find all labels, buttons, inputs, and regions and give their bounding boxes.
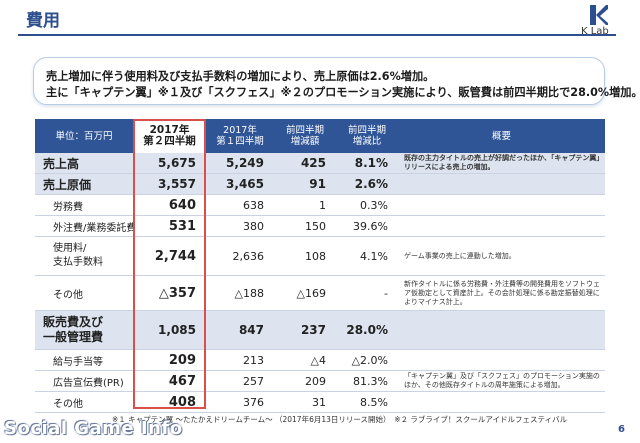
footnote: ※１ キャプテン翼 〜たたかえドリームチーム〜 （2017年6月13日リリース開…	[112, 415, 568, 424]
table-row: 売上原価 3,557 3,465 91 2.6%	[35, 173, 605, 195]
header-previous-quarter: 2017年 第１四半期	[206, 119, 274, 153]
summary-line-2: 主に「キャプテン翼」※１及び「スクフェス」※２のプロモーション実施により、販管費…	[46, 86, 640, 99]
header-ratio: 前四半期 増減比	[336, 119, 398, 153]
header-diff: 前四半期 増減額	[274, 119, 336, 153]
table-row: 労務費 640 638 1 0.3%	[35, 194, 605, 216]
table-row: 給与手当等 209 213 △4 △2.0%	[35, 349, 605, 371]
table-row: 外注費/業務委託費 531 380 150 39.6%	[35, 215, 605, 237]
header-note: 概要	[398, 119, 605, 153]
cost-table: 単位：百万円 2017年 第２四半期 2017年 第１四半期 前四半期 増減額 前四半…	[35, 119, 605, 413]
page-number: 6	[618, 424, 625, 435]
table-row: その他 △357 △188 △169 - 新作タイトルに係る労務費・外注費等の開…	[35, 275, 605, 311]
klab-logo: K Lab	[575, 4, 625, 40]
title-divider	[18, 34, 616, 36]
table-header-row: 単位：百万円 2017年 第２四半期 2017年 第１四半期 前四半期 増減額 前四半…	[35, 119, 605, 153]
table-row: 売上高 5,675 5,249 425 8.1% 既存の主力タイトルの売上が好調…	[35, 153, 605, 174]
header-unit: 単位：百万円	[35, 119, 133, 153]
table-row: その他 408 376 31 8.5%	[35, 391, 605, 413]
page-title: 費用	[26, 11, 60, 31]
klab-logo-icon	[590, 5, 608, 25]
watermark: Social Game Info	[4, 418, 183, 439]
table-row: 使用料/ 支払手数料 2,744 2,636 108 4.1% ゲーム事業の売上…	[35, 236, 605, 276]
table-row: 販売費及び 一般管理費 1,085 847 237 28.0%	[35, 310, 605, 350]
header-current-quarter: 2017年 第２四半期	[133, 119, 206, 153]
table-row: 広告宣伝費(PR) 467 257 209 81.3% 「キャプテン翼」及び「ス…	[35, 370, 605, 392]
summary-line-1: 売上増加に伴う使用料及び支払手数料の増加により、売上原価は2.6%増加。	[46, 70, 435, 83]
summary-box: 売上増加に伴う使用料及び支払手数料の増加により、売上原価は2.6%増加。 主に「…	[33, 57, 640, 105]
logo-text: K Lab	[581, 26, 609, 37]
